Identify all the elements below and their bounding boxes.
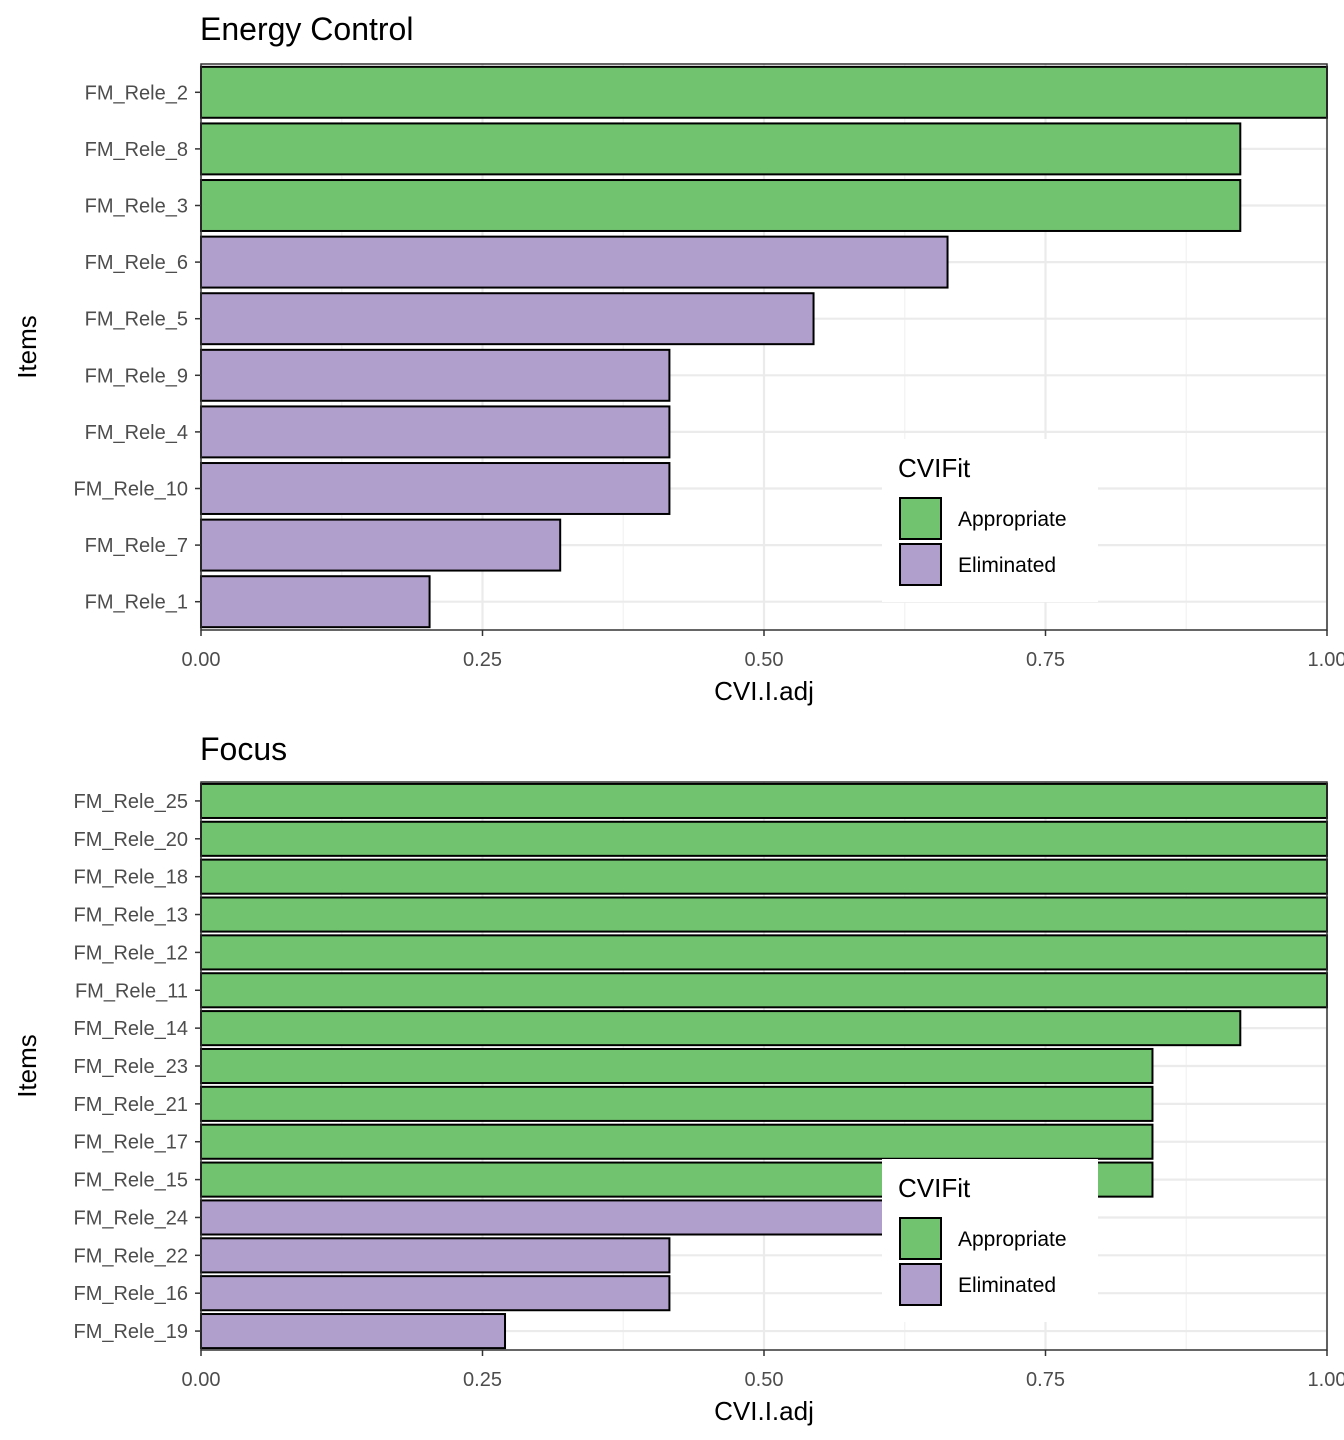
x-tick-label: 1.00 bbox=[1308, 649, 1344, 671]
bar-FM_Rele_3 bbox=[200, 179, 1242, 232]
x-tick-label: 0.75 bbox=[1026, 1369, 1065, 1391]
y-axis-title: Items bbox=[12, 1034, 42, 1098]
x-tick-label: 0.50 bbox=[745, 1369, 784, 1391]
y-tick-label: FM_Rele_2 bbox=[85, 82, 188, 104]
bar-FM_Rele_20 bbox=[200, 820, 1328, 857]
chart-energy-control: FM_Rele_2 FM_Rele_8 FM_Rele_3 FM_Rele_6 FM_R… bbox=[12, 11, 1344, 706]
legend-key-eliminated bbox=[899, 543, 942, 586]
legend-key-appropriate bbox=[899, 1217, 942, 1260]
bar-FM_Rele_4 bbox=[200, 405, 671, 459]
bar-FM_Rele_16 bbox=[200, 1275, 671, 1312]
bar-FM_Rele_7 bbox=[200, 518, 562, 572]
y-tick-label: FM_Rele_12 bbox=[73, 942, 188, 964]
bar-FM_Rele_1 bbox=[200, 575, 431, 629]
x-tick-label: 0.25 bbox=[463, 649, 502, 671]
bar-FM_Rele_13 bbox=[200, 896, 1328, 933]
y-tick-label: FM_Rele_21 bbox=[73, 1094, 188, 1116]
y-tick-label: FM_Rele_10 bbox=[73, 479, 188, 501]
y-tick-label: FM_Rele_15 bbox=[73, 1170, 188, 1192]
legend: CVIFit Appropriate Eliminated bbox=[882, 439, 1098, 602]
bar-FM_Rele_9 bbox=[200, 348, 671, 402]
y-tick-label: FM_Rele_11 bbox=[75, 980, 188, 1002]
legend-key-appropriate bbox=[899, 497, 942, 540]
y-tick-label: FM_Rele_17 bbox=[73, 1132, 188, 1154]
legend-label-eliminated: Eliminated bbox=[958, 1274, 1056, 1297]
y-tick-label: FM_Rele_1 bbox=[85, 592, 188, 614]
y-tick-label: FM_Rele_16 bbox=[73, 1283, 188, 1305]
legend: CVIFit Appropriate Eliminated bbox=[882, 1159, 1098, 1322]
x-tick-label: 0.00 bbox=[182, 1369, 221, 1391]
x-tick-label: 0.25 bbox=[463, 1369, 502, 1391]
y-tick-label: FM_Rele_22 bbox=[73, 1245, 188, 1267]
legend-label-appropriate: Appropriate bbox=[958, 1228, 1067, 1251]
y-tick-label: FM_Rele_3 bbox=[85, 196, 188, 218]
y-tick-label: FM_Rele_18 bbox=[73, 867, 188, 889]
bar-FM_Rele_25 bbox=[200, 782, 1328, 819]
bar-FM_Rele_2 bbox=[200, 65, 1328, 119]
y-tick-label: FM_Rele_14 bbox=[73, 1018, 188, 1040]
bar-FM_Rele_11 bbox=[200, 972, 1328, 1009]
bar-FM_Rele_8 bbox=[200, 122, 1242, 176]
y-tick-label: FM_Rele_9 bbox=[85, 365, 188, 387]
bar-FM_Rele_18 bbox=[200, 858, 1328, 895]
y-tick-label: FM_Rele_20 bbox=[73, 829, 188, 851]
x-axis-title: CVI.I.adj bbox=[714, 676, 814, 706]
y-tick-label: FM_Rele_25 bbox=[73, 791, 188, 813]
chart-title: Focus bbox=[200, 731, 287, 767]
bar-FM_Rele_23 bbox=[200, 1047, 1154, 1085]
legend-title: CVIFit bbox=[898, 453, 971, 483]
x-tick-label: 0.75 bbox=[1026, 649, 1065, 671]
bar-FM_Rele_22 bbox=[200, 1237, 671, 1274]
y-axis-title: Items bbox=[12, 315, 42, 379]
bar-FM_Rele_5 bbox=[200, 292, 815, 346]
bar-FM_Rele_10 bbox=[200, 462, 671, 515]
y-tick-label: FM_Rele_19 bbox=[73, 1321, 188, 1343]
x-axis-title: CVI.I.adj bbox=[714, 1396, 814, 1426]
bar-FM_Rele_17 bbox=[200, 1123, 1154, 1160]
bar-FM_Rele_14 bbox=[200, 1010, 1242, 1047]
x-tick-label: 1.00 bbox=[1308, 1369, 1344, 1391]
legend-title: CVIFit bbox=[898, 1173, 971, 1203]
chart-focus: FM_Rele_25 FM_Rele_20 FM_Rele_18 FM_Rele_13… bbox=[12, 731, 1344, 1426]
legend-label-appropriate: Appropriate bbox=[958, 508, 1067, 531]
bar-FM_Rele_6 bbox=[200, 235, 949, 289]
x-tick-label: 0.50 bbox=[745, 649, 784, 671]
y-tick-label: FM_Rele_8 bbox=[85, 139, 188, 161]
y-tick-label: FM_Rele_6 bbox=[85, 252, 188, 274]
y-tick-label: FM_Rele_13 bbox=[73, 905, 188, 927]
x-tick-label: 0.00 bbox=[182, 649, 221, 671]
legend-label-eliminated: Eliminated bbox=[958, 554, 1056, 577]
chart-title: Energy Control bbox=[200, 11, 413, 47]
bar-FM_Rele_12 bbox=[200, 934, 1328, 971]
bar-FM_Rele_24 bbox=[200, 1199, 949, 1236]
legend-key-eliminated bbox=[899, 1263, 942, 1306]
bar-FM_Rele_19 bbox=[200, 1313, 507, 1350]
y-tick-label: FM_Rele_4 bbox=[85, 422, 188, 444]
y-tick-label: FM_Rele_7 bbox=[85, 535, 188, 557]
y-tick-label: FM_Rele_24 bbox=[73, 1207, 188, 1229]
y-tick-label: FM_Rele_5 bbox=[85, 309, 188, 331]
y-tick-label: FM_Rele_23 bbox=[73, 1056, 188, 1078]
bar-FM_Rele_21 bbox=[200, 1085, 1154, 1122]
